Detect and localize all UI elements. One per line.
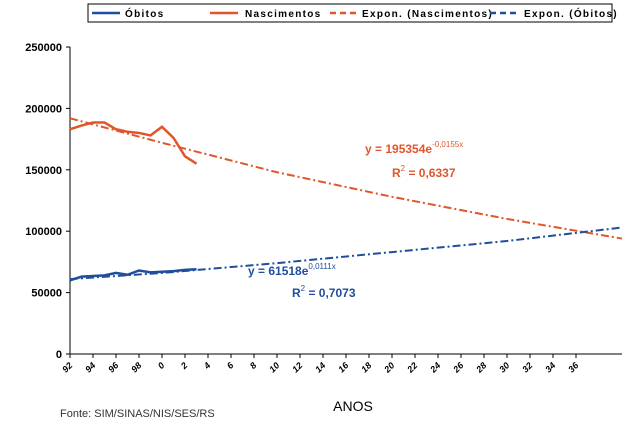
x-tick-label: 22	[405, 360, 420, 375]
y-tick-label: 50000	[31, 288, 62, 300]
x-tick-label: 34	[543, 360, 557, 374]
x-tick-label: 26	[451, 360, 467, 376]
trend-equation: R2 = 0,6337	[392, 164, 456, 180]
x-tick-label: 8	[248, 360, 259, 371]
legend-label: Nascimentos	[245, 9, 322, 20]
x-tick-label: 10	[267, 360, 281, 374]
y-tick-label: 150000	[25, 165, 62, 177]
x-tick-label: 14	[313, 360, 327, 374]
trend-equation: y = 195354e-0,0155x	[365, 140, 463, 156]
equation-text: R	[392, 166, 401, 180]
equation-superscript: -0,0155x	[432, 140, 463, 149]
x-axis-label: ANOS	[333, 398, 373, 414]
x-tick-label: 16	[336, 360, 351, 375]
series-line	[69, 121, 198, 165]
equation-text: y = 61518e	[248, 264, 309, 278]
x-tick-label: 96	[106, 360, 121, 375]
y-tick-label: 250000	[25, 42, 62, 54]
equation-superscript: 2	[301, 284, 306, 293]
equation-superscript: 0,0111x	[308, 262, 335, 271]
x-tick-label: 6	[225, 360, 236, 371]
x-tick-label: 20	[382, 360, 397, 375]
series-line	[69, 117, 623, 240]
x-tick-label: 18	[359, 360, 373, 374]
equation-text: y = 195354e	[365, 142, 432, 156]
equation-text: R	[292, 286, 301, 300]
equation-tail: = 0,7073	[305, 286, 356, 300]
y-tick-label: 0	[56, 349, 62, 361]
x-tick-label: 32	[520, 360, 534, 374]
legend-label: Expon. (Nascimentos)	[362, 9, 493, 20]
x-tick-label: 4	[201, 360, 212, 371]
legend-label: Óbitos	[125, 7, 164, 20]
x-tick-label: 0	[156, 360, 167, 371]
series-line	[69, 226, 623, 281]
x-tick-label: 28	[474, 360, 489, 375]
x-tick-label: 98	[129, 360, 143, 374]
x-tick-label: 94	[83, 360, 97, 374]
source-note: Fonte: SIM/SINAS/NIS/SES/RS	[60, 408, 215, 420]
legend-label: Expon. (Óbitos)	[524, 7, 618, 20]
y-tick-label: 100000	[25, 226, 62, 238]
equation-tail: = 0,6337	[405, 166, 456, 180]
series-line	[69, 268, 197, 282]
trend-equation: y = 61518e0,0111x	[248, 262, 336, 278]
x-tick-label: 2	[178, 360, 189, 371]
y-tick-label: 200000	[25, 103, 62, 115]
x-tick-label: 24	[428, 360, 443, 375]
trend-equation: R2 = 0,7073	[292, 284, 356, 300]
equation-superscript: 2	[401, 164, 406, 173]
x-tick-label: 36	[566, 360, 581, 375]
x-tick-label: 30	[497, 360, 511, 374]
x-tick-label: 92	[60, 360, 74, 374]
x-tick-label: 12	[290, 360, 304, 374]
